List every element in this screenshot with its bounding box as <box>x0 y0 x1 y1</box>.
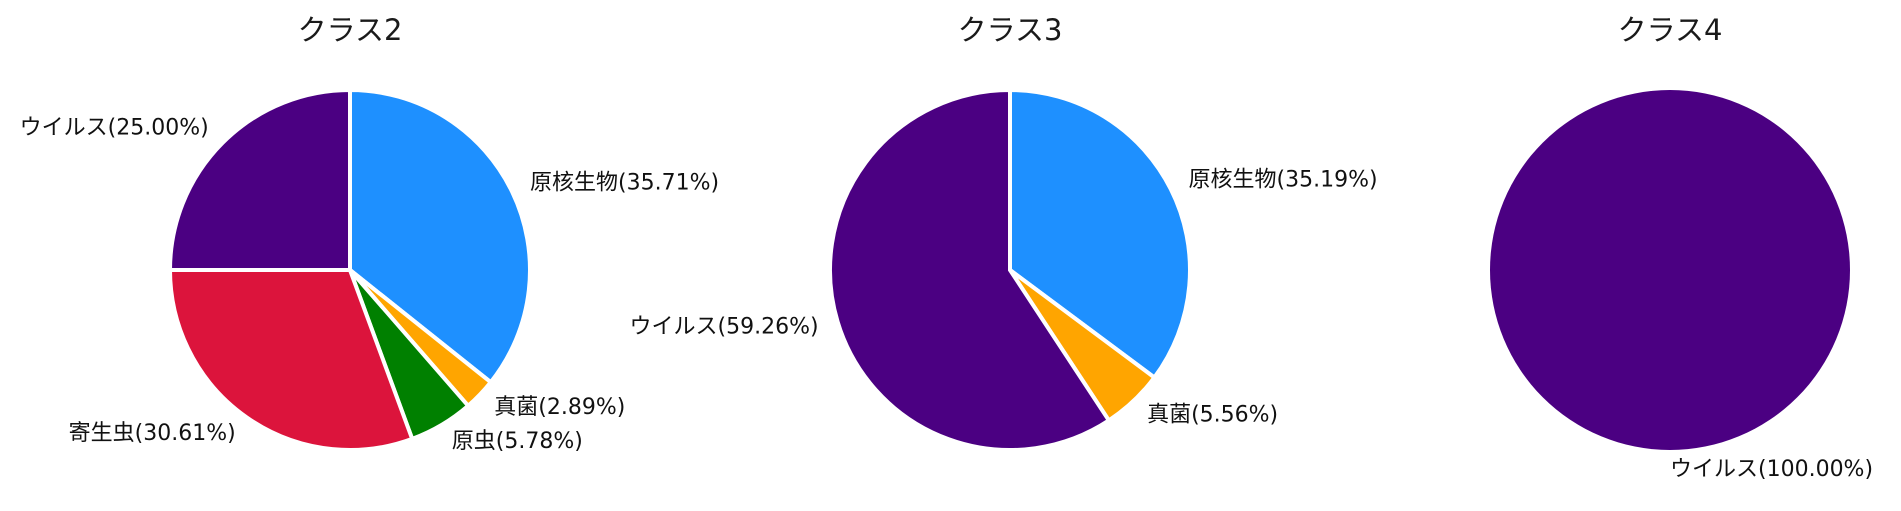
slice-label: 真菌(2.89%) <box>494 395 625 420</box>
chart-title: クラス2 <box>298 13 403 47</box>
pie-chart-3: クラス4 ウイルス(100.00%) <box>1490 13 1873 482</box>
pie-chart-1: クラス2 原核生物(35.71%) 真菌(2.89%) 原虫(5.78%) 寄生虫(30… <box>20 13 719 454</box>
slice-label: ウイルス(59.26%) <box>630 314 819 339</box>
slice-label: 原核生物(35.71%) <box>530 170 719 195</box>
pie-slice-ウイルス <box>1490 90 1850 450</box>
pie-slice-ウイルス <box>167 87 352 273</box>
chart-title: クラス4 <box>1618 13 1723 47</box>
pie-slice-原核生物 <box>348 87 532 386</box>
pie-slice-寄生虫 <box>167 267 415 452</box>
slice-label: 寄生虫(30.61%) <box>69 421 236 446</box>
pie-slice-ウイルス <box>828 87 1112 452</box>
slice-label: 真菌(5.56%) <box>1147 402 1278 427</box>
pie-slice-原核生物 <box>1008 87 1192 381</box>
slice-label: ウイルス(25.00%) <box>20 116 209 141</box>
slice-label: ウイルス(100.00%) <box>1670 457 1873 482</box>
chart-title: クラス3 <box>958 13 1063 47</box>
slice-label: 原核生物(35.19%) <box>1189 167 1378 192</box>
slice-label: 原虫(5.78%) <box>452 429 583 454</box>
pie-chart-2: クラス3 原核生物(35.19%) 真菌(5.56%) ウイルス(59.26%) <box>630 13 1378 452</box>
